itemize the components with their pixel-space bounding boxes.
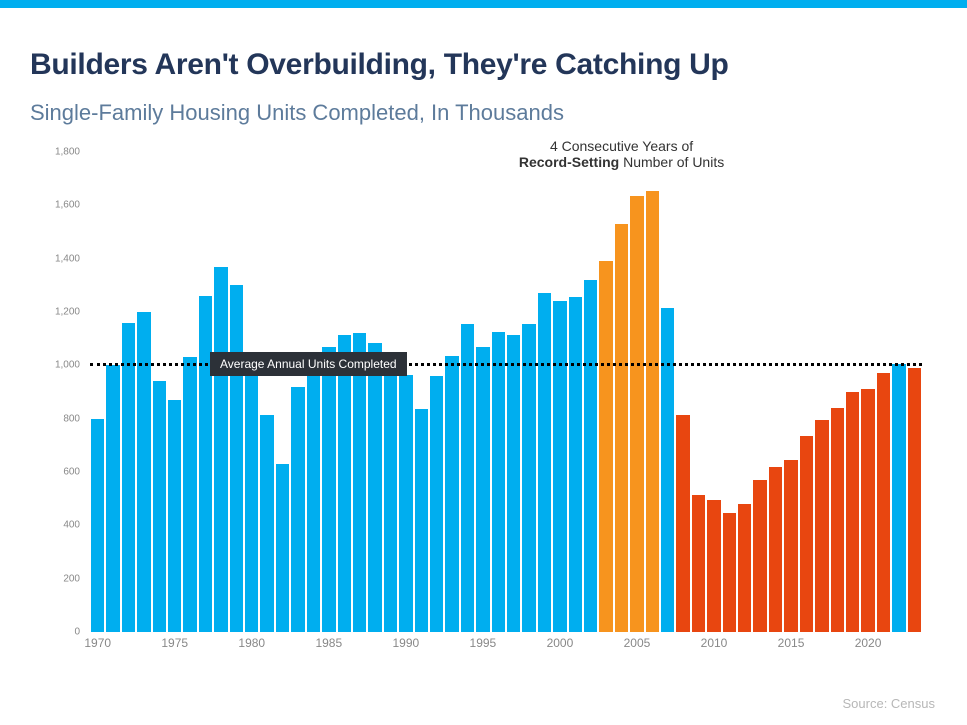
bar-1984: [307, 360, 320, 632]
bar-2000: [553, 301, 566, 632]
bar-1974: [153, 381, 166, 632]
x-tick: 1985: [315, 636, 342, 650]
bars-group: [90, 152, 922, 632]
bar-2020: [861, 389, 874, 632]
bar-2017: [815, 420, 828, 632]
bar-2018: [831, 408, 844, 632]
chart-area: 0 200 400 600 800 1,000 1,200 1,400 1,600 1,800 A…: [30, 132, 937, 672]
x-tick: 1980: [238, 636, 265, 650]
bar-2019: [846, 392, 859, 632]
annotation-strong: Record-Setting: [519, 154, 619, 170]
x-tick: 2010: [701, 636, 728, 650]
record-years-annotation: 4 Consecutive Years of Record-Setting Nu…: [512, 138, 732, 170]
chart-title: Builders Aren't Overbuilding, They're Ca…: [30, 48, 937, 82]
y-tick: 1,200: [30, 307, 80, 318]
y-tick: 1,800: [30, 147, 80, 158]
bar-1993: [445, 356, 458, 632]
x-tick: 1975: [161, 636, 188, 650]
bar-1996: [492, 332, 505, 632]
y-tick: 1,000: [30, 360, 80, 371]
bar-1972: [122, 323, 135, 632]
y-tick: 800: [30, 413, 80, 424]
bar-1985: [322, 347, 335, 632]
bar-2006: [646, 191, 659, 632]
bar-1991: [415, 409, 428, 632]
bar-1981: [260, 415, 273, 632]
y-tick: 1,400: [30, 253, 80, 264]
bar-2023: [908, 368, 921, 632]
source-credit: Source: Census: [843, 696, 936, 711]
bar-1998: [522, 324, 535, 632]
bar-2011: [723, 513, 736, 632]
bar-1997: [507, 335, 520, 632]
bar-2015: [784, 460, 797, 632]
bar-2016: [800, 436, 813, 632]
bar-1989: [384, 360, 397, 632]
annotation-line1: 4 Consecutive Years of: [550, 138, 693, 154]
bar-2022: [892, 364, 905, 632]
x-tick: 1995: [470, 636, 497, 650]
x-tick: 2000: [547, 636, 574, 650]
bar-2014: [769, 467, 782, 632]
y-axis: 02004006008001,0001,2001,4001,6001,800: [30, 152, 85, 632]
bar-1973: [137, 312, 150, 632]
bar-2004: [615, 224, 628, 632]
bar-1970: [91, 419, 104, 632]
y-tick: 1,600: [30, 200, 80, 211]
chart-container: Builders Aren't Overbuilding, They're Ca…: [0, 8, 967, 725]
y-tick: 400: [30, 520, 80, 531]
bar-1999: [538, 293, 551, 632]
bar-1978: [214, 267, 227, 632]
bar-2005: [630, 196, 643, 632]
y-tick: 200: [30, 573, 80, 584]
bar-2003: [599, 261, 612, 632]
bar-1994: [461, 324, 474, 632]
bar-1980: [245, 376, 258, 632]
x-tick: 2005: [624, 636, 651, 650]
bar-1975: [168, 400, 181, 632]
bar-2021: [877, 373, 890, 632]
bar-2002: [584, 280, 597, 632]
average-reference-label: Average Annual Units Completed: [210, 352, 407, 376]
bar-1983: [291, 387, 304, 632]
plot-area: Average Annual Units Completed 4 Consecu…: [90, 152, 922, 632]
bar-1976: [183, 357, 196, 632]
bar-2009: [692, 495, 705, 632]
bar-1995: [476, 347, 489, 632]
bar-1990: [399, 375, 412, 632]
bar-1987: [353, 333, 366, 632]
bar-2008: [676, 415, 689, 632]
bar-2013: [753, 480, 766, 632]
x-tick: 1970: [84, 636, 111, 650]
x-tick: 2020: [855, 636, 882, 650]
bar-1979: [230, 285, 243, 632]
x-tick: 2015: [778, 636, 805, 650]
bar-1971: [106, 365, 119, 632]
bar-1982: [276, 464, 289, 632]
bar-1992: [430, 376, 443, 632]
bar-2010: [707, 500, 720, 632]
x-axis: 1970197519801985199019952000200520102015…: [90, 634, 922, 654]
x-tick: 1990: [392, 636, 419, 650]
bar-2001: [569, 297, 582, 632]
chart-subtitle: Single-Family Housing Units Completed, I…: [30, 100, 937, 126]
bar-2012: [738, 504, 751, 632]
y-tick: 600: [30, 467, 80, 478]
bar-2007: [661, 308, 674, 632]
bar-1988: [368, 343, 381, 632]
bar-1986: [338, 335, 351, 632]
bar-1977: [199, 296, 212, 632]
annotation-rest: Number of Units: [619, 154, 724, 170]
y-tick: 0: [30, 627, 80, 638]
